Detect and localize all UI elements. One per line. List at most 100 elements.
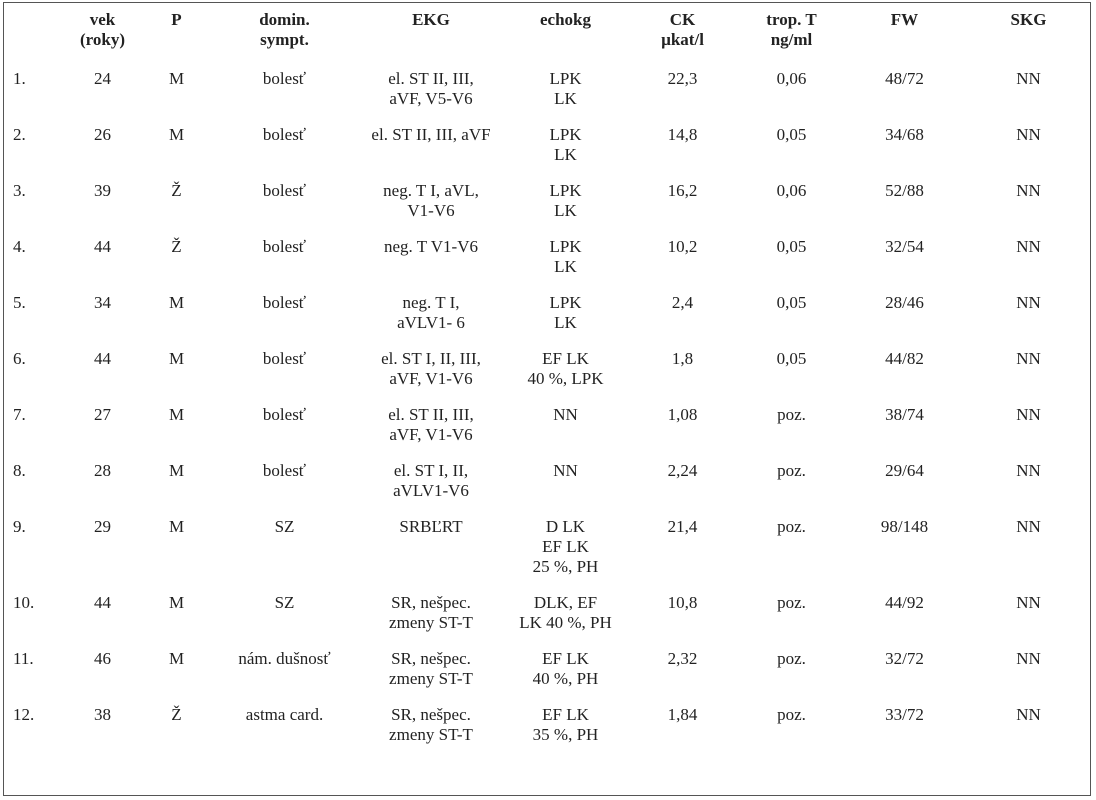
cell-p: M	[168, 649, 185, 668]
cell-domin: bolesť	[213, 237, 356, 293]
cell-line: NN	[553, 405, 578, 424]
column-header-line: sympt.	[260, 30, 309, 49]
column-header-line: µkat/l	[661, 30, 704, 49]
cell-line: el. ST II, III,	[388, 69, 474, 88]
column-header-line: echokg	[540, 10, 591, 29]
column-header-line: P	[171, 10, 182, 29]
cell-line: neg. T I, aVL,	[383, 181, 479, 200]
cell-domin: bolesť	[213, 349, 356, 405]
table-row: 9. 29 M SZ SRBĽRT D LK EF LK 25 %, PH 21,4 poz. 98…	[3, 517, 1091, 593]
cell-line: SRBĽRT	[399, 517, 463, 536]
cell-trop: 0,05	[776, 237, 807, 256]
cell-ck: 10,8	[667, 593, 698, 612]
cell-line: NN	[553, 461, 578, 480]
cell-domin: bolesť	[213, 293, 356, 349]
cell-num: 12.	[13, 705, 35, 724]
cell-p: M	[168, 461, 185, 480]
cell-line: bolesť	[262, 349, 307, 368]
cell-line: LK 40 %, PH	[519, 613, 612, 632]
column-header-line: (roky)	[79, 30, 125, 49]
cell-num: 9.	[13, 517, 26, 536]
cell-ekg: SR, nešpec. zmeny ST-T	[356, 649, 506, 705]
cell-ck: 1,08	[667, 405, 698, 424]
cell-num: 5.	[13, 293, 26, 312]
cell-line: EF LK	[542, 537, 589, 556]
cell-line: EF LK	[542, 349, 589, 368]
cell-skg: NN	[1016, 705, 1041, 724]
cell-echokg: LPK LK	[506, 181, 625, 237]
cell-line: SR, nešpec.	[391, 649, 471, 668]
cell-ekg: el. ST II, III, aVF, V5-V6	[356, 69, 506, 125]
cell-skg: NN	[1016, 405, 1041, 424]
cell-line: zmeny ST-T	[389, 613, 473, 632]
cell-ekg: el. ST I, II, III, aVF, V1-V6	[356, 349, 506, 405]
cell-ekg: el. ST II, III, aVF, V1-V6	[356, 405, 506, 461]
cell-ekg: neg. T I, aVLV1- 6	[356, 293, 506, 349]
cell-fw: 98/148	[880, 517, 929, 536]
cell-line: aVLV1- 6	[397, 313, 465, 332]
cell-num: 1.	[13, 69, 26, 88]
cell-domin: bolesť	[213, 69, 356, 125]
cell-trop: poz.	[777, 405, 806, 424]
column-header-line: CK	[669, 10, 696, 29]
cell-domin: bolesť	[213, 405, 356, 461]
cell-domin: bolesť	[213, 181, 356, 237]
cell-p: M	[168, 125, 185, 144]
cell-ck: 1,84	[667, 705, 698, 724]
cell-ekg: SR, nešpec. zmeny ST-T	[356, 705, 506, 761]
column-header-ekg: EKG	[356, 10, 506, 69]
cell-skg: NN	[1016, 517, 1041, 536]
cell-skg: NN	[1016, 69, 1041, 88]
cell-fw: 48/72	[885, 69, 924, 88]
cell-line: DLK, EF	[533, 593, 598, 612]
cell-ck: 2,4	[671, 293, 694, 312]
cell-p: Ž	[171, 705, 182, 724]
cell-line: D LK	[545, 517, 586, 536]
cell-num: 2.	[13, 125, 26, 144]
cell-ck: 22,3	[667, 69, 698, 88]
cell-skg: NN	[1016, 349, 1041, 368]
cell-line: 35 %, PH	[532, 725, 599, 744]
cell-line: aVF, V1-V6	[389, 425, 473, 444]
cell-fw: 29/64	[885, 461, 924, 480]
cell-echokg: LPK LK	[506, 237, 625, 293]
cell-line: zmeny ST-T	[389, 669, 473, 688]
cell-vek: 34	[94, 293, 111, 312]
cell-vek: 24	[94, 69, 111, 88]
cell-line: SR, nešpec.	[391, 705, 471, 724]
cell-trop: poz.	[777, 705, 806, 724]
column-header-num	[3, 10, 65, 69]
cell-ekg: neg. T I, aVL, V1-V6	[356, 181, 506, 237]
cell-line: LK	[554, 313, 577, 332]
cell-skg: NN	[1016, 237, 1041, 256]
cell-line: aVLV1-V6	[393, 481, 469, 500]
cell-line: astma card.	[245, 705, 324, 724]
column-header-line: trop. T	[766, 10, 817, 29]
cell-domin: bolesť	[213, 461, 356, 517]
cell-line: bolesť	[262, 237, 307, 256]
column-header-skg: SKG	[966, 10, 1091, 69]
cell-trop: 0,06	[776, 69, 807, 88]
cell-line: el. ST I, II,	[393, 461, 469, 480]
cell-echokg: NN	[506, 405, 625, 461]
table-row: 10. 44 M SZ SR, nešpec. zmeny ST-T DLK, EF LK 4…	[3, 593, 1091, 649]
cell-echokg: EF LK 40 %, LPK	[506, 349, 625, 405]
table-frame	[3, 2, 1091, 796]
cell-domin: SZ	[213, 517, 356, 593]
cell-line: bolesť	[262, 405, 307, 424]
cell-line: bolesť	[262, 125, 307, 144]
cell-num: 8.	[13, 461, 26, 480]
cell-domin: bolesť	[213, 125, 356, 181]
cell-ck: 2,32	[667, 649, 698, 668]
cell-p: Ž	[171, 237, 182, 256]
cell-p: M	[168, 517, 185, 536]
cell-line: aVF, V5-V6	[389, 89, 473, 108]
cell-fw: 32/72	[885, 649, 924, 668]
